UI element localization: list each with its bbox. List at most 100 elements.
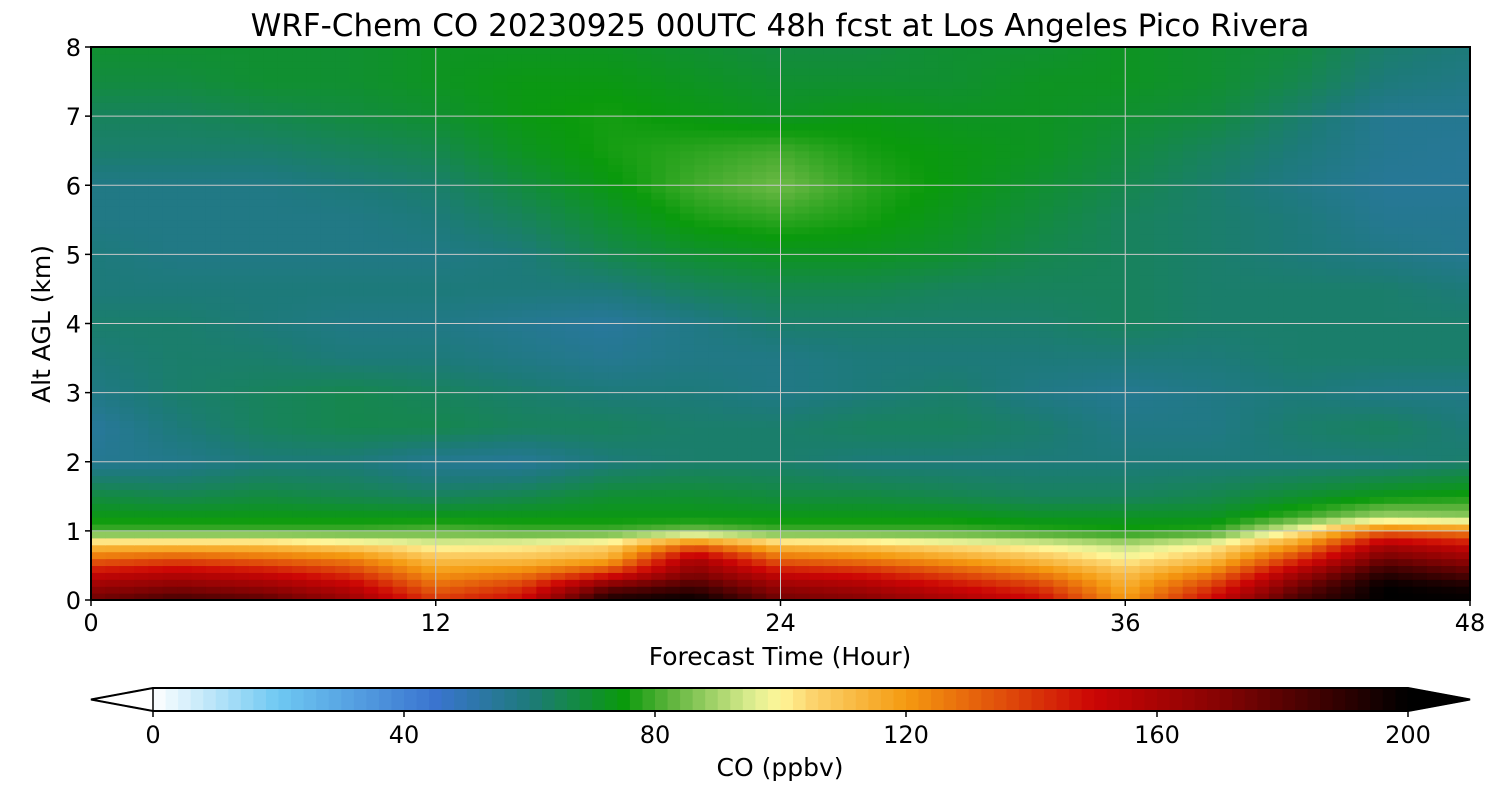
field-cell: [1283, 551, 1299, 560]
field-cell: [191, 544, 207, 553]
field-cell: [593, 510, 609, 518]
field-cell: [622, 468, 638, 477]
field-cell: [665, 468, 681, 477]
field-cell: [1441, 240, 1457, 249]
field-cell: [636, 517, 652, 525]
field-cell: [837, 247, 853, 255]
field-cell: [1326, 530, 1342, 539]
field-cell: [1254, 523, 1270, 532]
field-cell: [723, 302, 738, 311]
field-cell: [378, 399, 394, 408]
field-cell: [205, 316, 221, 325]
field-cell: [694, 447, 710, 456]
field-cell: [392, 441, 408, 449]
field-cell: [1412, 371, 1428, 380]
field-cell: [507, 565, 523, 573]
field-cell: [1225, 420, 1241, 428]
field-cell: [162, 489, 178, 497]
field-cell: [1096, 496, 1112, 504]
field-cell: [967, 413, 983, 421]
field-cell: [119, 351, 135, 359]
field-cell: [1211, 392, 1227, 401]
field-cell: [1355, 240, 1371, 249]
field-cell: [1455, 572, 1471, 580]
field-cell: [1383, 447, 1399, 456]
field-cell: [1254, 496, 1270, 504]
field-cell: [1153, 254, 1169, 262]
field-cell: [579, 337, 595, 345]
field-cell: [363, 447, 379, 456]
field-cell: [751, 427, 767, 435]
field-cell: [478, 593, 494, 601]
field-cell: [205, 565, 221, 573]
field-cell: [521, 261, 537, 269]
field-cell: [995, 517, 1011, 525]
field-cell: [119, 475, 135, 484]
field-cell: [723, 482, 738, 490]
field-cell: [1441, 392, 1457, 401]
field-cell: [1240, 537, 1256, 546]
field-cell: [636, 392, 652, 401]
field-cell: [263, 323, 279, 332]
field-cell: [1125, 544, 1141, 553]
field-cell: [1268, 309, 1284, 318]
field-cell: [967, 537, 983, 546]
field-cell: [1225, 378, 1241, 387]
field-cell: [119, 240, 135, 249]
field-cell: [766, 461, 782, 470]
field-cell: [1153, 558, 1169, 567]
field-cell: [1082, 523, 1098, 532]
field-cell: [1455, 261, 1471, 269]
field-cell: [1355, 551, 1371, 560]
field-cell: [1412, 475, 1428, 484]
field-cell: [1082, 309, 1098, 318]
field-cell: [1110, 579, 1126, 587]
field-cell: [249, 558, 264, 567]
field-cell: [1039, 337, 1055, 345]
field-cell: [119, 579, 135, 587]
field-cell: [550, 510, 566, 518]
field-cell: [220, 323, 236, 332]
field-cell: [1326, 378, 1342, 387]
field-cell: [679, 288, 695, 297]
field-cell: [995, 247, 1011, 255]
field-cell: [363, 399, 379, 408]
field-cell: [981, 454, 997, 463]
field-cell: [1067, 295, 1083, 304]
field-cell: [593, 316, 609, 325]
field-cell: [1268, 427, 1284, 435]
field-cell: [277, 358, 293, 366]
field-cell: [349, 275, 365, 283]
field-cell: [292, 427, 308, 435]
field-cell: [1326, 275, 1342, 283]
field-cell: [837, 330, 853, 338]
field-cell: [1455, 510, 1471, 518]
field-cell: [450, 323, 466, 332]
field-cell: [1225, 371, 1241, 380]
field-cell: [794, 441, 810, 449]
field-cell: [579, 406, 595, 414]
field-cell: [292, 503, 308, 511]
field-cell: [608, 240, 624, 249]
field-cell: [1225, 240, 1241, 249]
field-cell: [105, 523, 121, 532]
field-cell: [234, 316, 250, 325]
field-cell: [636, 461, 652, 470]
field-cell: [809, 268, 825, 276]
field-cell: [737, 406, 753, 414]
field-cell: [952, 510, 968, 518]
field-cell: [335, 427, 351, 435]
field-cell: [119, 282, 135, 290]
field-cell: [464, 558, 480, 567]
field-cell: [1110, 254, 1126, 262]
field-cell: [866, 337, 882, 345]
field-cell: [464, 454, 480, 463]
field-cell: [881, 385, 897, 394]
field-cell: [1254, 489, 1270, 497]
field-cell: [924, 399, 940, 408]
field-cell: [536, 441, 552, 449]
field-cell: [938, 565, 954, 573]
field-cell: [1355, 489, 1371, 497]
field-cell: [1197, 282, 1213, 290]
field-cell: [766, 475, 782, 484]
